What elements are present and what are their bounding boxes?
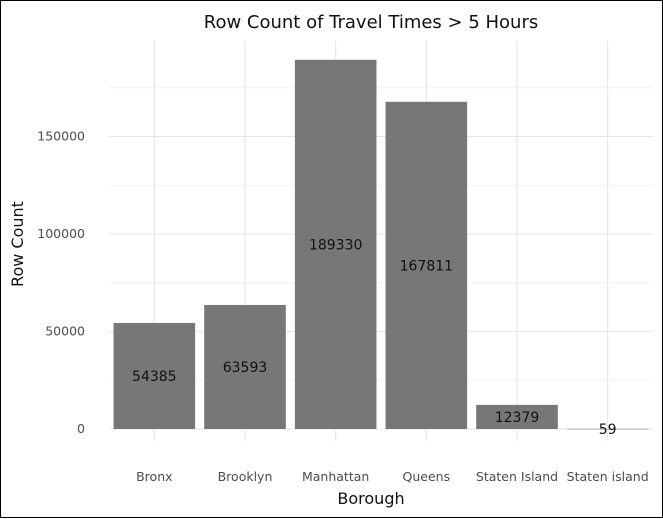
x-axis-title: Borough bbox=[337, 489, 404, 508]
x-tick-label: Queens bbox=[403, 469, 451, 484]
y-tick-label: 50000 bbox=[45, 324, 85, 339]
y-tick-label: 100000 bbox=[37, 226, 85, 241]
data-label: 54385 bbox=[132, 369, 177, 385]
y-tick-labels-group: 0 50000 100000 150000 bbox=[37, 129, 85, 437]
y-tick-label: 150000 bbox=[37, 129, 85, 144]
data-label: 12379 bbox=[495, 410, 540, 426]
bar bbox=[385, 101, 468, 429]
x-tick-label: Manhattan bbox=[302, 469, 369, 484]
bars-group bbox=[113, 59, 649, 430]
x-tick-label: Staten Island bbox=[476, 469, 558, 484]
x-tick-label: Staten island bbox=[567, 469, 649, 484]
x-tick-label: Bronx bbox=[136, 469, 172, 484]
y-tick-label: 0 bbox=[77, 421, 85, 436]
x-tick-label: Brooklyn bbox=[218, 469, 273, 484]
bar bbox=[476, 404, 558, 429]
bar bbox=[113, 322, 196, 429]
chart-title: Row Count of Travel Times > 5 Hours bbox=[204, 12, 539, 33]
data-label: 59 bbox=[599, 422, 617, 438]
bar bbox=[294, 59, 377, 430]
y-axis-title: Row Count bbox=[8, 201, 27, 287]
bar bbox=[204, 304, 286, 429]
data-labels-group: 54385 63593 189330 167811 12379 59 bbox=[132, 237, 617, 438]
data-label: 189330 bbox=[309, 237, 362, 253]
data-label: 63593 bbox=[223, 360, 268, 376]
data-label: 167811 bbox=[400, 258, 453, 274]
bar bbox=[566, 428, 649, 430]
x-tick-labels-group: Bronx Brooklyn Manhattan Queens Staten Islan… bbox=[136, 469, 649, 484]
